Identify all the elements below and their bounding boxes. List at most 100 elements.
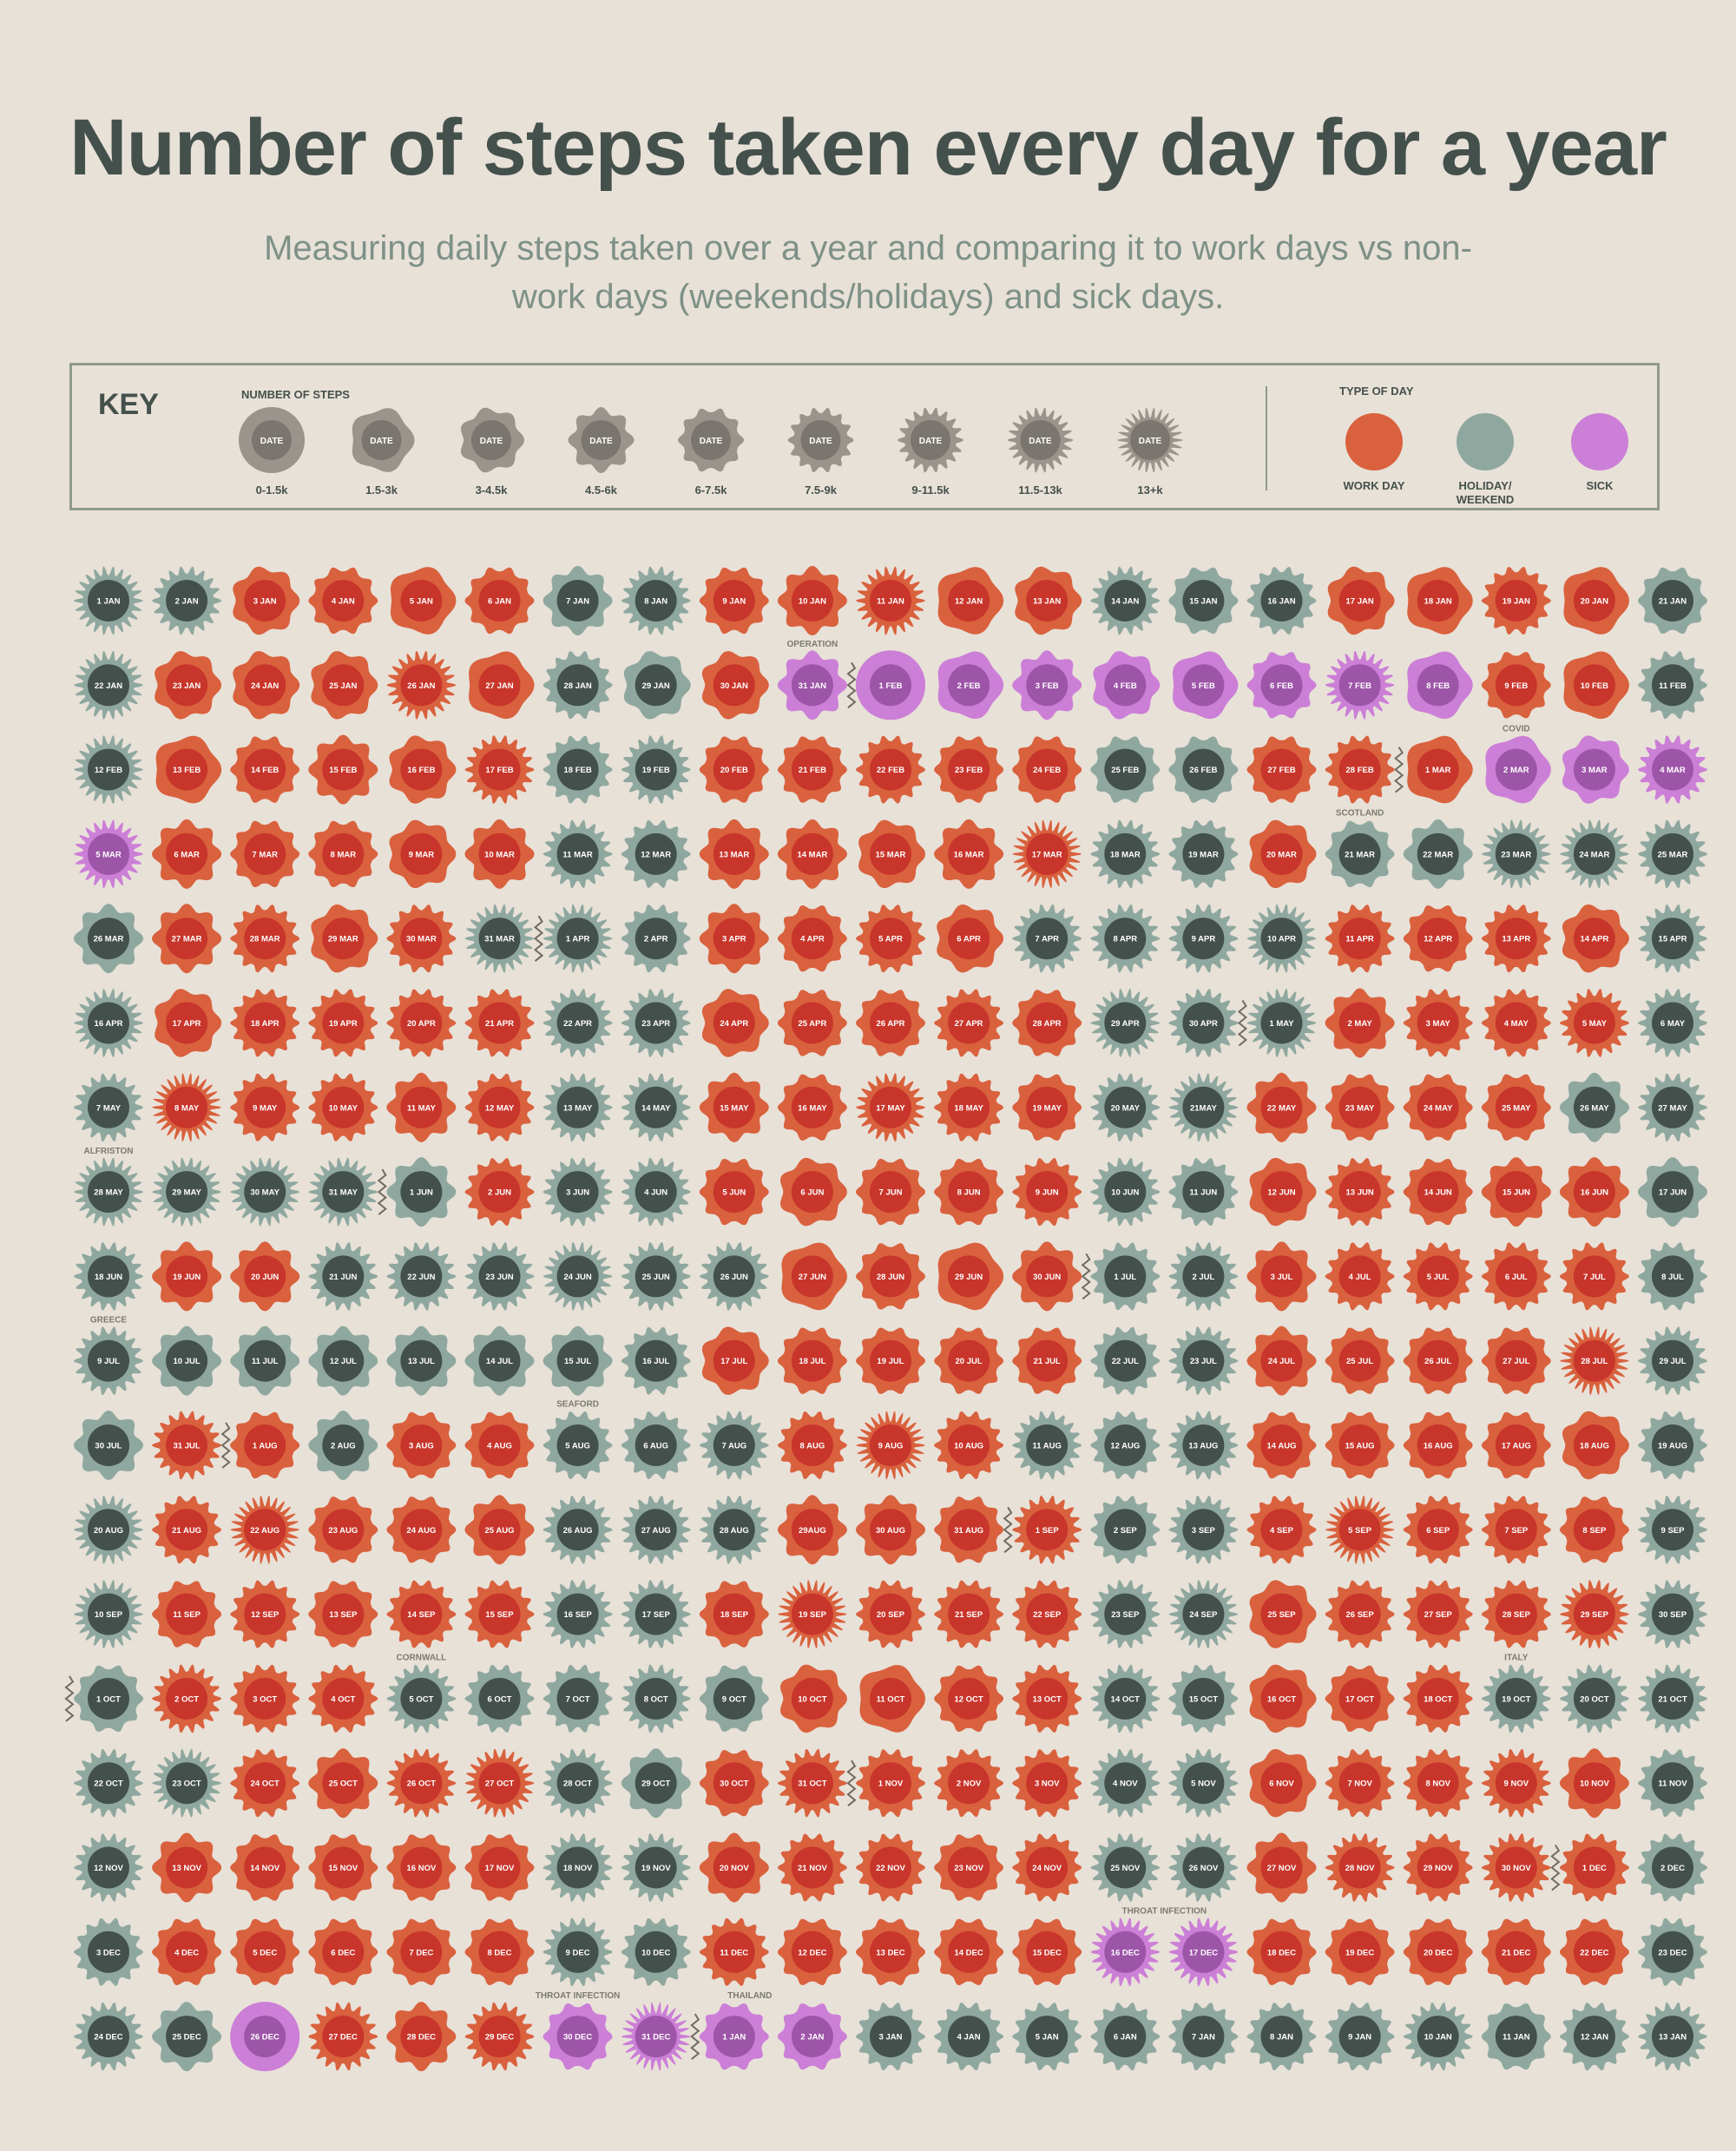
day-badge: 10 OCT [780, 1664, 847, 1733]
day-badge: 27 SEP [1403, 1580, 1473, 1648]
day-label: 24 DEC [94, 2033, 122, 2042]
day-badge: 29 OCT [621, 1748, 691, 1819]
day-badge: 18 SEP [699, 1581, 769, 1648]
day-badge-core [1417, 832, 1459, 875]
day-badge: 30 JAN [701, 651, 769, 720]
day-badge: 6 DEC [308, 1918, 378, 1985]
day-badge-core [88, 918, 129, 960]
day-badge: 14 SEP [386, 1580, 457, 1648]
day-badge-core [478, 918, 521, 960]
day-label: 20 APR [407, 1019, 436, 1029]
day-badge: 25 APR [777, 990, 847, 1056]
day-badge-core [1652, 2016, 1693, 2058]
day-badge-core [88, 1509, 129, 1551]
day-badge: 11 JUL [230, 1325, 300, 1396]
day-badge-core [88, 1086, 129, 1128]
day-label: 25 NOV [1110, 1864, 1140, 1873]
day-badge-core [166, 1424, 208, 1466]
day-label: 26 SEP [1345, 1610, 1374, 1620]
day-badge: 15 AUG [1325, 1411, 1395, 1479]
day-badge-core [870, 2016, 911, 2058]
day-badge: 12 FEB [74, 735, 143, 804]
day-badge: 2 JUN [464, 1158, 535, 1227]
day-label: 13 DEC [876, 1948, 904, 1957]
day-badge-core [1182, 1339, 1225, 1382]
day-badge-core [1338, 664, 1381, 707]
day-label: 17 JAN [1345, 597, 1373, 607]
day-badge-core [166, 1931, 208, 1973]
day-label: 21 OCT [1658, 1694, 1687, 1704]
day-badge: 22 JUN [386, 1242, 457, 1311]
day-label: 19 NOV [641, 1864, 671, 1873]
day-badge-core [1260, 1593, 1303, 1635]
day-badge-core [1652, 1424, 1693, 1466]
month-break [1237, 999, 1248, 1047]
day-label: 29 NOV [1424, 1864, 1453, 1873]
day-badge-core [322, 1171, 365, 1214]
day-badge: 28 JUL [1559, 1326, 1629, 1395]
day-badge: 30 JUN [1012, 1241, 1082, 1312]
day-badge-core [244, 1255, 286, 1298]
day-badge-core [1652, 664, 1693, 707]
day-label: 22 JUN [407, 1273, 435, 1282]
day-label: 18 SEP [720, 1610, 749, 1620]
day-badge: 12 JUN [1249, 1157, 1317, 1227]
day-label: 29 APR [1111, 1019, 1140, 1029]
day-badge: 13 APR [1481, 904, 1551, 973]
day-badge: 15 JAN [1168, 567, 1239, 635]
day-badge-core [1573, 832, 1615, 875]
day-badge-core [870, 918, 911, 960]
day-badge: 14 OCT [1090, 1664, 1161, 1733]
day-badge-core [478, 1677, 521, 1720]
day-badge: 22 OCT [74, 1749, 143, 1818]
day-badge-core [1260, 1002, 1303, 1044]
day-label: 29AUG [799, 1526, 826, 1536]
day-label: 23 JAN [173, 681, 201, 691]
day-badge-core [556, 664, 599, 707]
day-label: 2 SEP [1114, 1526, 1138, 1536]
day-label: 12 NOV [94, 1864, 123, 1873]
day-badge: 29 JUL [1638, 1326, 1707, 1395]
day-badge: 23 JUN [464, 1242, 535, 1311]
day-label: 15 AUG [1345, 1442, 1375, 1451]
day-badge-core [870, 1339, 911, 1382]
day-badge: 22 FEB [856, 735, 925, 804]
day-badge: 28 NOV [1325, 1833, 1395, 1902]
day-badge: 9 OCT [699, 1665, 769, 1733]
day-badge-core [870, 1509, 911, 1551]
day-badge: 19 SEP [777, 1580, 847, 1648]
day-badge: 25 JUN [621, 1242, 691, 1311]
day-label: 30 DEC [563, 2033, 592, 2042]
day-badge-core [322, 1255, 365, 1298]
page-title: Number of steps taken every day for a ye… [69, 103, 1667, 192]
day-badge: 19 JAN [1481, 567, 1551, 635]
day-badge: 17 JAN [1327, 566, 1395, 635]
day-label: 19 JUN [173, 1273, 201, 1282]
key-type-swatch [1345, 413, 1403, 470]
day-badge: 2 MAY [1325, 988, 1395, 1058]
day-label: 30 MAR [406, 935, 437, 944]
day-badge: 25 FEB [1090, 736, 1161, 803]
day-badge: 19 DEC [1325, 1918, 1395, 1985]
day-badge: 10 JUL [152, 1325, 222, 1396]
day-badge-core [556, 1593, 599, 1635]
day-badge: 5 APR [856, 904, 925, 973]
day-badge-core [88, 1931, 129, 1973]
day-badge-core [556, 1509, 599, 1551]
day-label: 23 APR [641, 1019, 670, 1029]
day-badge-core [166, 2016, 208, 2058]
day-label: 23 OCT [172, 1779, 201, 1789]
day-badge-core [478, 1171, 521, 1214]
day-badge: 3 SEP [1168, 1496, 1239, 1564]
day-badge: 23 FEB [934, 736, 1004, 803]
day-badge: 10 NOV [1559, 1748, 1629, 1819]
page-subtitle: Measuring daily steps taken over a year … [264, 229, 1472, 316]
day-badge: 26 JUN [699, 1242, 769, 1311]
day-label: 11 JUN [1190, 1188, 1218, 1198]
day-label: 15 FEB [329, 766, 357, 775]
day-badge-core [1495, 748, 1537, 791]
day-badge-core [1495, 1762, 1537, 1805]
day-badge-core [1495, 1002, 1537, 1044]
day-label: 7 JAN [566, 597, 589, 607]
